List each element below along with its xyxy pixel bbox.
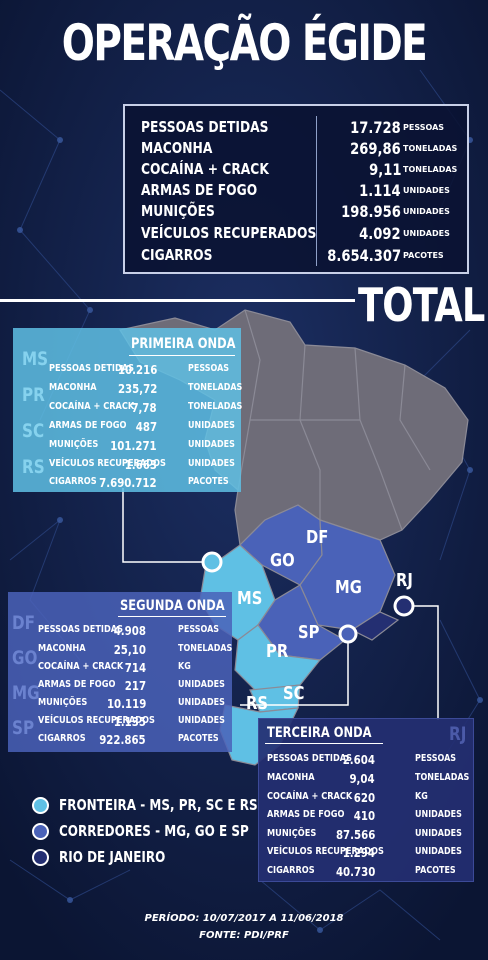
footer-period: PERÍODO: 10/07/2017 A 11/06/2018 [144,913,344,924]
terceira-onda-panel: TERCEIRA ONDA RJ PESSOAS DETIDAS 2.604 PES… [258,718,474,882]
legend-dot-icon [32,823,49,840]
total-heading: TOTAL [358,278,485,332]
terceira-onda-title: TERCEIRA ONDA [267,725,372,741]
total-divider [316,116,317,266]
map-label-sp: SP [298,622,320,643]
legend-dot-icon [32,849,49,866]
map-label-sc: SC [283,683,305,704]
map-label-pr: PR [266,641,289,662]
total-summary-box: PESSOAS DETIDAS 17.728 PESSOAS MACONHA 269,… [123,104,469,274]
total-row: CIGARROS 8.654.307 PACOTES [141,246,444,265]
primeira-onda-title: PRIMEIRA ONDA [131,336,236,352]
map-label-mg: MG [335,577,362,598]
total-row: MUNIÇÕES 198.956 UNIDADES [141,202,450,221]
total-row: VEÍCULOS RECUPERADOS 4.092 UNIDADES [141,224,450,243]
legend-dot-icon [32,797,49,814]
total-row: ARMAS DE FOGO 1.114 UNIDADES [141,181,450,200]
primeira-onda-panel: PRIMEIRA ONDA MS PR SC RS PESSOAS DETIDA… [13,328,242,492]
map-label-ms: MS [237,588,263,609]
segunda-onda-title: SEGUNDA ONDA [120,598,225,614]
total-row: PESSOAS DETIDAS 17.728 PESSOAS [141,118,445,137]
segunda-onda-panel: SEGUNDA ONDA DF GO MG SP PESSOAS DETIDAS… [8,592,232,752]
total-row: MACONHA 269,86 TONELADAS [141,139,458,158]
total-row: COCAÍNA + CRACK 9,11 TONELADAS [141,160,458,179]
marker-segunda [338,624,358,644]
map-mg [299,519,396,631]
map-label-df: DF [306,527,329,548]
page-title: OPERAÇÃO ÉGIDE [61,14,428,72]
marker-primeira [201,551,223,573]
footer-source: FONTE: PDI/PRF [199,930,289,941]
map-rj [350,611,400,641]
marker-terceira [393,595,415,617]
map-pr [234,624,322,691]
map-label-rs: RS [246,693,268,714]
total-divider-line [0,299,355,302]
map-label-rj: RJ [396,570,413,591]
map-label-go: GO [270,550,295,571]
